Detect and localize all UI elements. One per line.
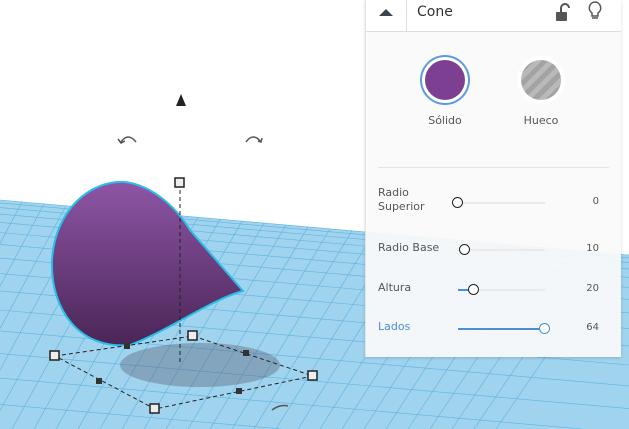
grid-line (187, 226, 309, 429)
selection-box (53, 183, 315, 410)
grid-line (0, 353, 629, 409)
grid-line (0, 203, 45, 287)
cone-shape[interactable] (50, 180, 245, 347)
param-label-radio-superior: Radio Superior (378, 186, 425, 213)
grid-line (0, 201, 23, 244)
shape-name[interactable]: Cone (417, 4, 453, 20)
hole-label: Hueco (523, 114, 559, 127)
grid-line (143, 222, 265, 429)
slider-radio-superior[interactable] (452, 197, 545, 208)
resize-handles (49, 177, 318, 414)
height-handle[interactable] (174, 177, 185, 188)
solid-mode-button[interactable] (425, 60, 465, 100)
unlock-icon[interactable] (555, 3, 571, 23)
shape-inspector-panel: Cone Sólido Hueco Radio Superior 0 Radio… (365, 0, 621, 357)
corner-handle[interactable] (187, 330, 198, 341)
edge-handle[interactable] (96, 378, 102, 384)
grid-line (0, 205, 67, 329)
grid-line (209, 228, 331, 429)
divider (378, 167, 609, 168)
grid-line (165, 224, 287, 429)
param-value[interactable]: 20 (586, 283, 599, 294)
param-label-lados: Lados (378, 320, 411, 333)
chevron-up-icon[interactable] (366, 0, 407, 31)
hole-mode-button[interactable] (521, 60, 561, 100)
grid-line (231, 230, 353, 429)
grid-line (121, 221, 243, 429)
grid-line (253, 232, 375, 429)
param-label-radio-base: Radio Base (378, 241, 440, 254)
param-value[interactable]: 0 (592, 196, 599, 207)
slider-lados[interactable] (458, 323, 550, 334)
edge-handle[interactable] (243, 350, 249, 356)
shape-shadow (120, 343, 280, 387)
param-value[interactable]: 64 (586, 322, 599, 333)
edge-handle[interactable] (124, 343, 130, 349)
lift-arrow-icon[interactable] (176, 94, 186, 106)
corner-handle[interactable] (49, 350, 60, 361)
edge-handles (96, 343, 249, 394)
grid-line (0, 377, 583, 429)
param-label-altura: Altura (378, 281, 412, 294)
corner-handle[interactable] (149, 403, 160, 414)
lightbulb-icon[interactable] (587, 0, 603, 22)
corner-handle[interactable] (307, 370, 318, 381)
edge-handle[interactable] (236, 388, 242, 394)
slider-altura[interactable] (458, 284, 545, 295)
panel-header: Cone (366, 0, 621, 32)
param-value[interactable]: 10 (586, 243, 599, 254)
rotate-arrow-icon[interactable] (117, 136, 289, 411)
slider-radio-base[interactable] (458, 244, 545, 255)
solid-label: Sólido (428, 114, 462, 127)
